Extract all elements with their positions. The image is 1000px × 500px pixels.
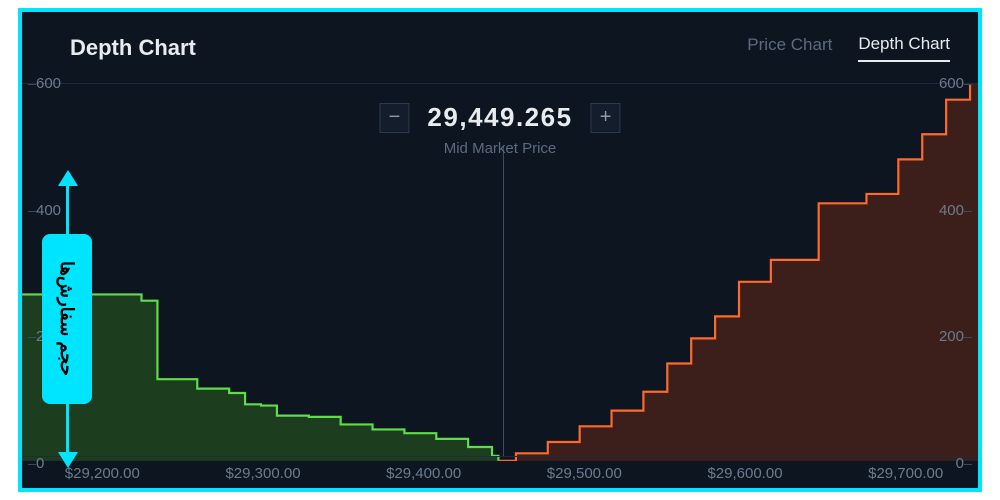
volume-annotation-label: حجم سفارش‌ها (56, 261, 78, 376)
mid-price-control: − 29,449.265 + (379, 102, 620, 133)
mid-price-sublabel: Mid Market Price (444, 140, 557, 157)
zoom-out-button[interactable]: − (379, 103, 409, 133)
chart-frame: Depth Chart Price Chart Depth Chart − 29… (18, 8, 982, 492)
y-tick-label: 200 (939, 328, 964, 345)
chart-header: Depth Chart Price Chart Depth Chart (22, 12, 978, 84)
tab-depth-chart[interactable]: Depth Chart (858, 34, 950, 62)
plot-area: − 29,449.265 + Mid Market Price 00200200… (22, 84, 978, 488)
x-tick-label: $29,500.00 (547, 465, 622, 482)
volume-annotation-badge: حجم سفارش‌ها (42, 234, 92, 404)
mid-price-value: 29,449.265 (427, 102, 572, 133)
x-tick-label: $29,300.00 (225, 465, 300, 482)
chart-tabs: Price Chart Depth Chart (747, 34, 950, 62)
annotation-arrow-up-head (58, 170, 78, 186)
mid-market-line (503, 146, 504, 456)
y-tick-label: 600 (36, 75, 61, 92)
y-tick-label: 400 (36, 202, 61, 219)
y-tick-label: 400 (939, 202, 964, 219)
tab-price-chart[interactable]: Price Chart (747, 35, 832, 61)
annotation-arrow-up-shaft (66, 182, 69, 234)
x-tick-label: $29,400.00 (386, 465, 461, 482)
x-tick-label: $29,700.00 (868, 465, 943, 482)
zoom-in-button[interactable]: + (591, 103, 621, 133)
x-axis: $29,200.00$29,300.00$29,400.00$29,500.00… (22, 456, 978, 488)
annotation-arrow-down-head (58, 452, 78, 468)
annotation-arrow-down-shaft (66, 404, 69, 454)
y-tick-label: 600 (939, 75, 964, 92)
chart-title: Depth Chart (70, 35, 196, 61)
x-tick-label: $29,600.00 (707, 465, 782, 482)
